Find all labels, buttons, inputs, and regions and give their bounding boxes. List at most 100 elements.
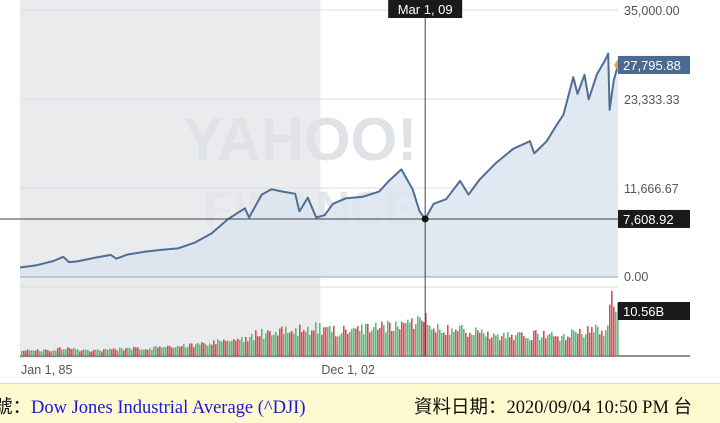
volume-bar xyxy=(445,334,447,356)
volume-bar xyxy=(61,349,63,356)
volume-bar xyxy=(409,322,411,356)
volume-bar xyxy=(79,351,81,356)
volume-bar xyxy=(345,329,347,356)
stock-chart[interactable]: YAHOO!FINANCEMar 1, 097,608.9227,795.883… xyxy=(0,0,720,383)
volume-bar xyxy=(339,335,341,356)
volume-bar xyxy=(483,333,485,356)
volume-bar xyxy=(605,330,607,356)
volume-bar xyxy=(449,334,451,356)
volume-bar xyxy=(91,351,93,356)
volume-bar xyxy=(31,350,33,356)
volume-bar xyxy=(307,326,309,356)
volume-bar xyxy=(565,339,567,356)
volume-bar xyxy=(363,334,365,356)
volume-bar xyxy=(259,336,261,356)
volume-badge xyxy=(618,302,690,320)
volume-bar xyxy=(29,350,31,356)
volume-bar xyxy=(523,336,525,356)
volume-bar xyxy=(311,330,313,356)
last-price-label: 27,795.88 xyxy=(623,58,681,73)
volume-bar xyxy=(167,345,169,356)
volume-bar xyxy=(147,349,149,356)
volume-bar xyxy=(229,341,231,356)
volume-bar xyxy=(617,303,619,356)
volume-bar xyxy=(133,346,135,356)
volume-bar xyxy=(153,346,155,356)
volume-label: 10.56B xyxy=(623,304,664,319)
volume-bar xyxy=(175,346,177,356)
volume-bar xyxy=(317,333,319,356)
volume-bar xyxy=(593,332,595,356)
volume-bar xyxy=(507,332,509,356)
volume-bar xyxy=(381,321,383,356)
volume-bar xyxy=(387,320,389,356)
volume-bar xyxy=(411,318,413,356)
volume-bar xyxy=(269,331,271,356)
ticker-name[interactable]: Dow Jones Industrial Average (^DJI) xyxy=(31,398,306,418)
volume-bar xyxy=(493,333,495,356)
volume-bar xyxy=(163,347,165,356)
volume-bar xyxy=(575,331,577,356)
volume-bar xyxy=(545,338,547,356)
volume-bar xyxy=(435,332,437,356)
chart-root[interactable]: YAHOO!FINANCEMar 1, 097,608.9227,795.883… xyxy=(0,0,720,383)
volume-bar xyxy=(139,349,141,356)
volume-bar xyxy=(249,337,251,356)
volume-bar xyxy=(349,331,351,356)
volume-bar xyxy=(385,332,387,356)
volume-bar xyxy=(177,345,179,356)
volume-bar xyxy=(471,334,473,356)
volume-bar xyxy=(595,324,597,356)
volume-bar xyxy=(347,334,349,356)
volume-bar xyxy=(93,349,95,356)
volume-bar xyxy=(105,348,107,356)
volume-bar xyxy=(537,334,539,356)
volume-bar xyxy=(137,347,139,356)
volume-bar xyxy=(95,349,97,356)
volume-bar xyxy=(145,349,147,356)
volume-bar xyxy=(47,350,49,356)
volume-bar xyxy=(45,349,47,356)
volume-bar xyxy=(355,328,357,356)
volume-bar xyxy=(115,349,117,356)
volume-bar xyxy=(209,343,211,356)
volume-bar xyxy=(427,324,429,356)
volume-bar xyxy=(189,343,191,356)
volume-bar xyxy=(37,349,39,356)
volume-bar xyxy=(219,340,221,356)
volume-bar xyxy=(457,331,459,356)
volume-bar xyxy=(477,330,479,356)
volume-bar xyxy=(151,349,153,356)
volume-bar xyxy=(391,331,393,356)
volume-bar xyxy=(221,341,223,356)
volume-bar xyxy=(333,325,335,356)
volume-bar xyxy=(373,327,375,356)
volume-bar xyxy=(351,328,353,356)
volume-bar xyxy=(573,330,575,356)
volume-bar xyxy=(277,335,279,356)
volume-bar xyxy=(161,347,163,356)
volume-bar xyxy=(255,330,257,356)
volume-bar xyxy=(171,347,173,356)
volume-bar xyxy=(607,325,609,356)
volume-bar xyxy=(75,349,77,356)
volume-bar xyxy=(417,316,419,356)
volume-bar xyxy=(183,344,185,356)
volume-bar xyxy=(413,328,415,356)
volume-bar xyxy=(491,337,493,356)
price-line[interactable] xyxy=(19,52,619,269)
volume-bar xyxy=(437,323,439,356)
volume-bar xyxy=(293,333,295,356)
volume-bar xyxy=(27,349,29,356)
x-tick-label: Dec 1, 02 xyxy=(321,363,375,377)
volume-bar xyxy=(455,329,457,356)
volume-bar xyxy=(155,345,157,356)
crosshair-point[interactable] xyxy=(421,215,429,223)
volume-bar xyxy=(237,338,239,356)
volume-bar xyxy=(89,351,91,356)
volume-bar xyxy=(159,346,161,356)
volume-bar xyxy=(331,331,333,356)
y-tick-label: 23,333.33 xyxy=(624,93,680,107)
volume-bar xyxy=(441,333,443,356)
volume-bar xyxy=(59,347,61,356)
